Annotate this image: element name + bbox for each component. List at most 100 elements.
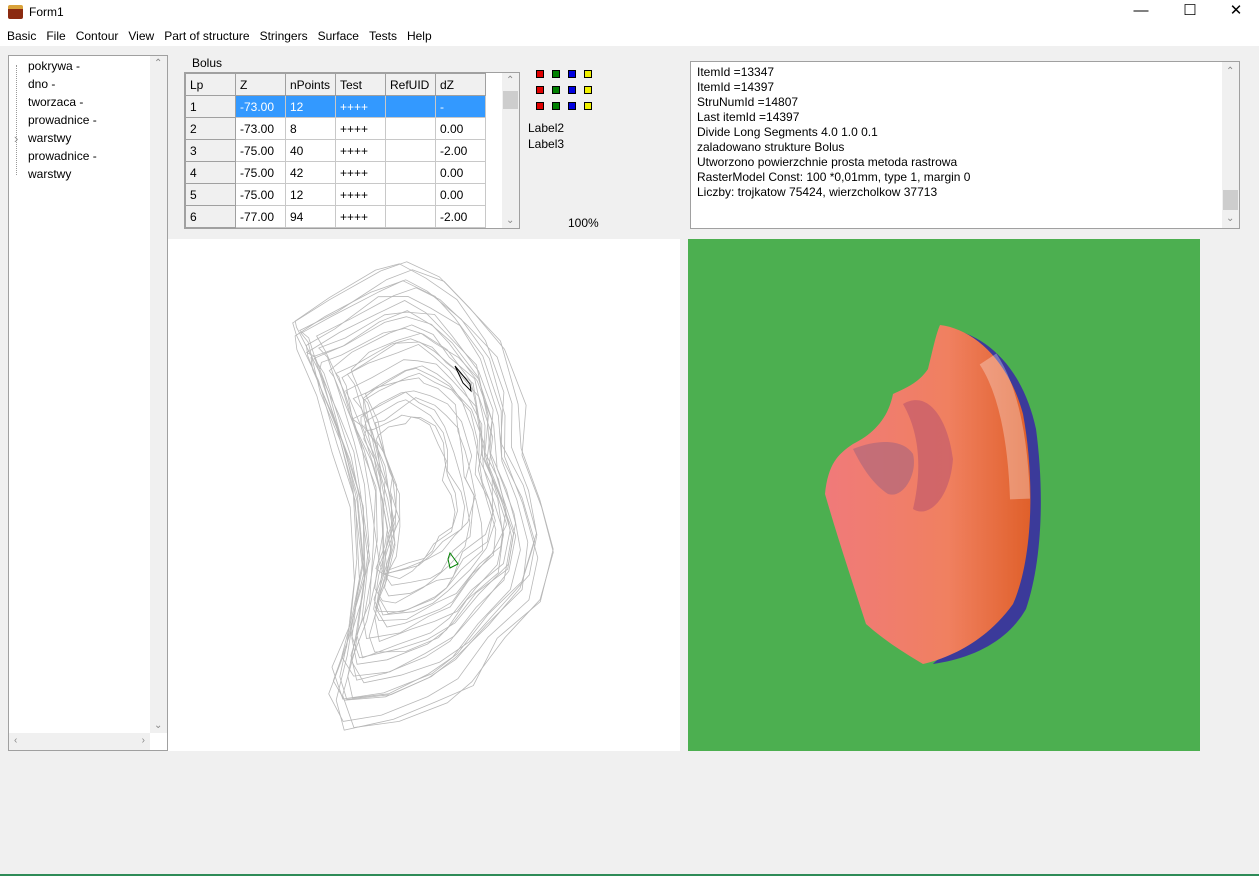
grid-cell-test[interactable]: ++++ (335, 161, 386, 184)
contour-line (318, 311, 516, 659)
grid-cell-npoints[interactable]: 94 (285, 205, 336, 228)
grid-cell-refuid[interactable] (385, 205, 436, 228)
close-button[interactable]: ✕ (1229, 2, 1243, 19)
menu-contour[interactable]: Contour (75, 29, 119, 43)
color-indicator (568, 70, 576, 78)
layers-grid[interactable]: Lp Z nPoints Test RefUID dZ 1 -73.00 12 +++… (184, 72, 520, 229)
menu-basic[interactable]: Basic (7, 29, 37, 43)
grid-cell-lp[interactable]: 3 (185, 139, 236, 162)
grid-cell-test[interactable]: ++++ (335, 95, 386, 118)
contour-line (300, 280, 536, 701)
grid-cell-lp[interactable]: 5 (185, 183, 236, 206)
grid-cell-z[interactable]: -75.00 (235, 139, 286, 162)
grid-cell-test[interactable]: ++++ (335, 139, 386, 162)
grid-cell-npoints[interactable]: 12 (285, 183, 336, 206)
tree-item-warstwy-2[interactable]: warstwy (28, 167, 72, 181)
menu-tests[interactable]: Tests (368, 29, 397, 43)
grid-cell-refuid[interactable] (385, 183, 436, 206)
menu-file[interactable]: File (46, 29, 66, 43)
scroll-thumb[interactable] (1223, 190, 1238, 210)
grid-row[interactable]: 1 -73.00 12 ++++ - (185, 95, 486, 118)
menu-help[interactable]: Help (406, 29, 432, 43)
scroll-right-icon[interactable]: › (141, 735, 145, 746)
scroll-thumb[interactable] (503, 91, 518, 109)
grid-cell-dz[interactable]: 0.00 (435, 117, 486, 140)
scroll-left-icon[interactable]: ‹ (14, 735, 18, 746)
grid-cell-refuid[interactable] (385, 95, 436, 118)
log-vertical-scrollbar[interactable]: ⌃ ⌄ (1222, 62, 1239, 228)
scroll-down-icon[interactable]: ⌄ (506, 215, 515, 226)
grid-cell-test[interactable]: ++++ (335, 183, 386, 206)
scroll-down-icon[interactable]: ⌄ (154, 720, 163, 731)
col-dz[interactable]: dZ (435, 73, 486, 96)
grid-cell-test[interactable]: ++++ (335, 205, 386, 228)
grid-row[interactable]: 3 -75.00 40 ++++ -2.00 (185, 139, 486, 162)
grid-cell-z[interactable]: -77.00 (235, 205, 286, 228)
grid-cell-npoints[interactable]: 8 (285, 117, 336, 140)
tree-item-warstwy[interactable]: warstwy (28, 131, 72, 145)
tree-vertical-scrollbar[interactable]: ⌃ ⌄ (150, 56, 167, 733)
tree-item-tworzaca[interactable]: tworzaca - (28, 95, 84, 109)
grid-cell-lp[interactable]: 6 (185, 205, 236, 228)
scroll-up-icon[interactable]: ⌃ (506, 75, 515, 86)
grid-cell-refuid[interactable] (385, 139, 436, 162)
grid-vertical-scrollbar[interactable]: ⌃ ⌄ (502, 73, 519, 228)
menu-surface[interactable]: Surface (317, 29, 359, 43)
tree-horizontal-scrollbar[interactable]: ‹ › (9, 733, 150, 750)
grid-cell-z[interactable]: -73.00 (235, 117, 286, 140)
grid-cell-dz[interactable]: -2.00 (435, 139, 486, 162)
minimize-button[interactable]: — (1133, 2, 1149, 19)
grid-cell-z[interactable]: -73.00 (235, 95, 286, 118)
label3: Label3 (528, 137, 565, 151)
contour-view[interactable] (168, 239, 680, 751)
grid-cell-dz[interactable]: 0.00 (435, 161, 486, 184)
grid-cell-refuid[interactable] (385, 161, 436, 184)
grid-cell-lp[interactable]: 2 (185, 117, 236, 140)
grid-row[interactable]: 6 -77.00 94 ++++ -2.00 (185, 205, 486, 228)
grid-cell-dz[interactable]: - (435, 95, 486, 118)
zoom-percent: 100% (568, 216, 599, 230)
color-indicator (568, 102, 576, 110)
grid-row[interactable]: 4 -75.00 42 ++++ 0.00 (185, 161, 486, 184)
tree-item-dno[interactable]: dno - (28, 77, 56, 91)
grid-cell-dz[interactable]: -2.00 (435, 205, 486, 228)
contour-line (363, 372, 496, 616)
grid-cell-npoints[interactable]: 42 (285, 161, 336, 184)
grid-cell-dz[interactable]: 0.00 (435, 183, 486, 206)
grid-cell-lp[interactable]: 1 (185, 95, 236, 118)
maximize-button[interactable]: ☐ (1183, 2, 1197, 19)
tree-item-prowadnice[interactable]: prowadnice - (28, 113, 97, 127)
tree-item-prowadnice-2[interactable]: prowadnice - (28, 149, 97, 163)
scroll-up-icon[interactable]: ⌃ (1226, 66, 1235, 77)
grid-cell-lp[interactable]: 4 (185, 161, 236, 184)
menu-stringers[interactable]: Stringers (259, 29, 308, 43)
contour-line (292, 261, 554, 731)
menu-part-of-structure[interactable]: Part of structure (164, 29, 250, 43)
menu-view[interactable]: View (128, 29, 155, 43)
grid-cell-z[interactable]: -75.00 (235, 161, 286, 184)
contour-line (350, 332, 507, 622)
grid-cell-npoints[interactable]: 12 (285, 95, 336, 118)
contour-line (374, 397, 475, 586)
contour-line (316, 287, 538, 684)
grid-cell-test[interactable]: ++++ (335, 117, 386, 140)
col-z[interactable]: Z (235, 73, 286, 96)
expand-chevron-icon[interactable]: › (14, 131, 19, 146)
col-refuid[interactable]: RefUID (385, 73, 436, 96)
scroll-up-icon[interactable]: ⌃ (154, 58, 163, 69)
grid-cell-z[interactable]: -75.00 (235, 183, 286, 206)
col-lp[interactable]: Lp (185, 73, 236, 96)
col-test[interactable]: Test (335, 73, 386, 96)
structure-tree[interactable]: pokrywa - dno - tworzaca - prowadnice - … (8, 55, 168, 751)
grid-row[interactable]: 2 -73.00 8 ++++ 0.00 (185, 117, 486, 140)
scroll-down-icon[interactable]: ⌄ (1226, 213, 1235, 224)
log-line: ItemId =13347 (697, 65, 775, 79)
contour-line (352, 367, 497, 628)
surface-render-view[interactable] (688, 239, 1200, 751)
grid-cell-npoints[interactable]: 40 (285, 139, 336, 162)
grid-cell-refuid[interactable] (385, 117, 436, 140)
tree-item-pokrywa[interactable]: pokrywa - (28, 59, 81, 73)
col-npoints[interactable]: nPoints (285, 73, 336, 96)
log-textbox[interactable]: ItemId =13347 ItemId =14397 StruNumId =148… (690, 61, 1240, 229)
grid-row[interactable]: 5 -75.00 12 ++++ 0.00 (185, 183, 486, 206)
